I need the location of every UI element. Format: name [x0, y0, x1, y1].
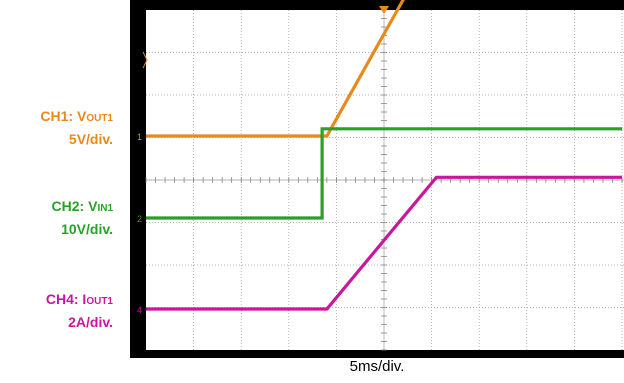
ch4-name: CH4: IOUT1 [45, 291, 113, 307]
ch4-marker: 4 [137, 305, 142, 315]
oscilloscope-plot: 1 2 4 [130, 0, 624, 358]
ch1-label: CH1: VOUT1 5V/div. [40, 106, 113, 149]
x-axis-label: 5ms/div. [349, 358, 405, 375]
ch1-name: CH1: VOUT1 [40, 108, 113, 124]
ch4-label: CH4: IOUT1 2A/div. [46, 289, 113, 332]
traces [146, 0, 622, 311]
trigger-marker-icon [379, 6, 389, 14]
trace-ch4 [146, 175, 622, 311]
ch1-marker: 1 [137, 132, 142, 142]
ch2-name: CH2: VIN1 [51, 198, 113, 214]
channel-markers: 1 2 4 [137, 132, 142, 315]
ch2-marker: 2 [137, 214, 142, 224]
ch1-scale: 5V/div. [68, 131, 113, 147]
ch4-scale: 2A/div. [68, 314, 113, 330]
trace-ch2 [146, 127, 622, 220]
trace-ch1 [146, 0, 405, 138]
ch2-label: CH2: VIN1 10V/div. [52, 196, 113, 239]
ch2-scale: 10V/div. [61, 221, 113, 237]
trigger-level-icon [142, 51, 148, 69]
